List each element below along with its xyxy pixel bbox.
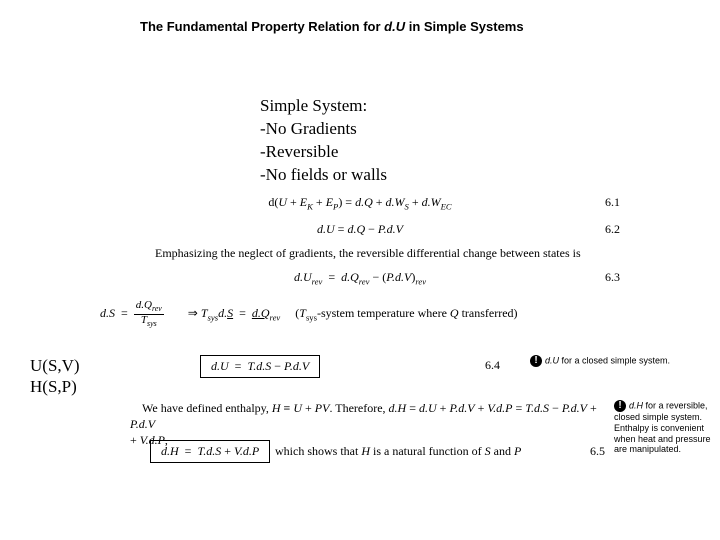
title-pre: The Fundamental Property Relation for <box>140 19 384 34</box>
state-functions-label: U(S,V) H(S,P) <box>30 355 80 398</box>
page: The Fundamental Property Relation for d.… <box>0 0 720 540</box>
equation-6-2-number: 6.2 <box>605 222 620 237</box>
entropy-implies: ⇒ Tsysd.S = d.Qrev <box>188 306 280 320</box>
label-H: H(S,P) <box>30 376 80 397</box>
callout-6-4-dU: d.U <box>545 355 559 365</box>
equation-6-4-number: 6.4 <box>485 358 500 373</box>
enthalpy-pre: We have defined enthalpy, <box>142 401 272 415</box>
equation-6-4-box: d.U = T.d.S − P.d.V <box>200 355 320 378</box>
equation-6-1-number: 6.1 <box>605 195 620 210</box>
title-post: in Simple Systems <box>405 19 524 34</box>
equation-6-3: d.Urev = d.Qrev − (P.d.V)rev <box>294 270 426 286</box>
entropy-lhs: d.S = <box>100 306 131 320</box>
simple-system-block: Simple System: -No Gradients -Reversible… <box>260 95 387 187</box>
label-U: U(S,V) <box>30 355 80 376</box>
enthalpy-mid: . Therefore, <box>329 401 388 415</box>
equation-6-5: d.H = T.d.S + V.d.P <box>150 440 270 463</box>
alert-icon: ! <box>614 400 626 412</box>
equation-6-5-follow: which shows that H is a natural function… <box>275 444 595 459</box>
simple-system-line3: -No fields or walls <box>260 164 387 187</box>
equation-6-2: d.U = d.Q − P.d.V <box>317 222 403 237</box>
title-du: d.U <box>384 19 405 34</box>
equation-6-1: d(U + EK + EP) = d.Q + d.WS + d.WEC <box>268 195 451 211</box>
callout-6-4: !d.U for a closed simple system. <box>530 355 695 367</box>
simple-system-line2: -Reversible <box>260 141 387 164</box>
alert-icon: ! <box>530 355 542 367</box>
simple-system-line1: -No Gradients <box>260 118 387 141</box>
equation-6-4: d.U = T.d.S − P.d.V <box>200 355 320 378</box>
callout-6-5-dH: d.H <box>629 400 643 410</box>
callout-6-5: !d.H for a reversible, closed simple sys… <box>614 400 714 455</box>
equation-6-3-number: 6.3 <box>605 270 620 285</box>
entropy-fraction: d.Qrev Tsys <box>134 300 164 328</box>
callout-6-4-text: for a closed simple system. <box>559 355 670 365</box>
paragraph-reversible: Emphasizing the neglect of gradients, th… <box>155 246 615 262</box>
equation-6-5-box: d.H = T.d.S + V.d.P <box>150 440 270 463</box>
entropy-definition-line: d.S = d.Qrev Tsys ⇒ Tsysd.S = d.Qrev (Ts… <box>100 300 620 328</box>
equation-6-5-number: 6.5 <box>590 444 605 459</box>
simple-system-heading: Simple System: <box>260 95 387 118</box>
entropy-parenthetical: (Tsys-system temperature where Q transfe… <box>295 306 517 320</box>
page-title: The Fundamental Property Relation for d.… <box>140 18 590 36</box>
